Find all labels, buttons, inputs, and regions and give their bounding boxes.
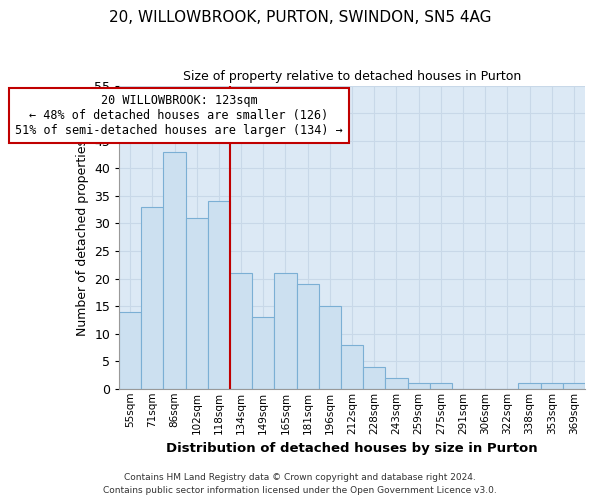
Bar [341, 344, 363, 389]
Text: 20 WILLOWBROOK: 123sqm
← 48% of detached houses are smaller (126)
51% of semi-de: 20 WILLOWBROOK: 123sqm ← 48% of detached… [15, 94, 343, 137]
Bar [296, 284, 319, 389]
Bar [430, 384, 452, 389]
Bar [363, 366, 385, 389]
X-axis label: Distribution of detached houses by size in Purton: Distribution of detached houses by size … [166, 442, 538, 455]
Title: Size of property relative to detached houses in Purton: Size of property relative to detached ho… [183, 70, 521, 83]
Y-axis label: Number of detached properties: Number of detached properties [76, 138, 89, 336]
Bar [274, 273, 296, 389]
Bar [185, 218, 208, 389]
Text: 20, WILLOWBROOK, PURTON, SWINDON, SN5 4AG: 20, WILLOWBROOK, PURTON, SWINDON, SN5 4A… [109, 10, 491, 25]
Bar [230, 273, 252, 389]
Bar [252, 317, 274, 389]
Bar [407, 384, 430, 389]
Bar [563, 384, 585, 389]
Text: Contains HM Land Registry data © Crown copyright and database right 2024.
Contai: Contains HM Land Registry data © Crown c… [103, 473, 497, 495]
Bar [518, 384, 541, 389]
Bar [208, 202, 230, 389]
Bar [163, 152, 185, 389]
Bar [119, 312, 141, 389]
Bar [319, 306, 341, 389]
Bar [141, 207, 163, 389]
Bar [541, 384, 563, 389]
Bar [385, 378, 407, 389]
